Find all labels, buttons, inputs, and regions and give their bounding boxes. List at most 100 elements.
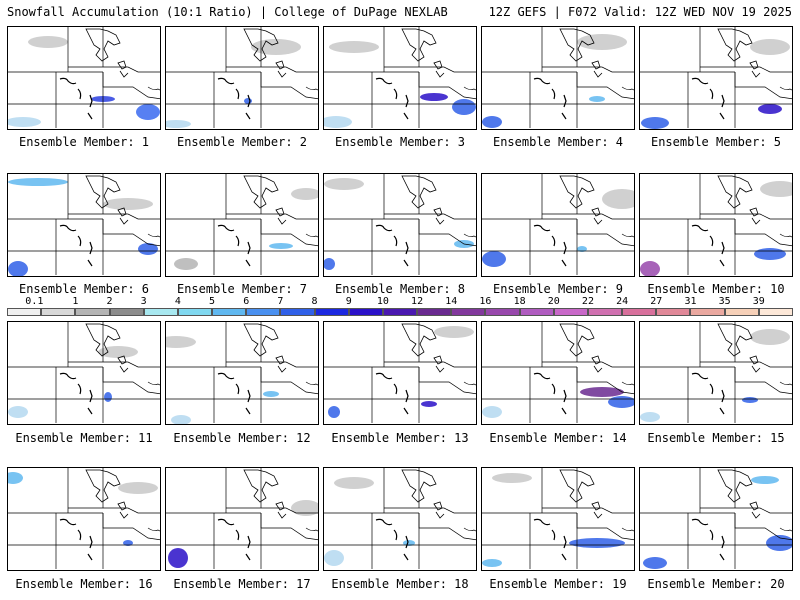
colorbar-tick-label: 20 xyxy=(547,296,560,307)
colorbar-swatch xyxy=(280,308,315,316)
map-panel-member-7 xyxy=(165,173,319,277)
ensemble-member-label: Ensemble Member: 2 xyxy=(176,135,308,149)
map-panel-member-2 xyxy=(165,26,319,130)
ensemble-member-label: Ensemble Member: 17 xyxy=(173,577,311,591)
chart-title: Snowfall Accumulation (10:1 Ratio) | Col… xyxy=(7,5,448,19)
colorbar-swatch xyxy=(553,308,588,316)
colorbar-swatch xyxy=(41,308,76,316)
snowfall-map xyxy=(482,27,634,128)
colorbar-swatch xyxy=(485,308,520,316)
map-panel-member-4 xyxy=(481,26,635,130)
colorbar-swatch xyxy=(417,308,452,316)
snowfall-map xyxy=(640,468,792,569)
map-panel-member-13 xyxy=(323,321,477,425)
run-valid-time: 12Z GEFS | F072 Valid: 12Z WED NOV 19 20… xyxy=(488,5,792,19)
snowfall-map xyxy=(324,174,476,275)
ensemble-member-label: Ensemble Member: 3 xyxy=(334,135,466,149)
colorbar-swatch xyxy=(75,308,110,316)
map-panel-member-20 xyxy=(639,467,793,571)
colorbar-swatch xyxy=(382,308,418,316)
snowfall-map xyxy=(166,27,318,128)
colorbar-swatch xyxy=(451,308,486,316)
snowfall-map xyxy=(482,174,634,275)
ensemble-member-label: Ensemble Member: 10 xyxy=(647,282,785,296)
map-panel-member-1 xyxy=(7,26,161,130)
ensemble-member-label: Ensemble Member: 8 xyxy=(334,282,466,296)
map-panel-member-14 xyxy=(481,321,635,425)
map-panel-member-8 xyxy=(323,173,477,277)
snowfall-map xyxy=(482,468,634,569)
snowfall-colorbar: 0.1 1 2 3 4 5 6 7 8 9 10 12 14 16 18 20 22 24 27 31 35 39 xyxy=(7,296,793,318)
map-panel-member-11 xyxy=(7,321,161,425)
ensemble-member-label: Ensemble Member: 19 xyxy=(489,577,627,591)
colorbar-swatch xyxy=(246,308,281,316)
map-panel-member-12 xyxy=(165,321,319,425)
colorbar-tick-label: 0.1 xyxy=(25,296,44,307)
ensemble-member-label: Ensemble Member: 12 xyxy=(173,431,311,445)
snowfall-map xyxy=(482,322,634,423)
colorbar-swatch xyxy=(758,308,793,316)
snowfall-map xyxy=(324,322,476,423)
map-panel-member-5 xyxy=(639,26,793,130)
colorbar-tick-label: 18 xyxy=(513,296,526,307)
map-panel-member-10 xyxy=(639,173,793,277)
map-panel-member-18 xyxy=(323,467,477,571)
snowfall-map xyxy=(8,27,160,128)
map-panel-member-9 xyxy=(481,173,635,277)
map-panel-member-6 xyxy=(7,173,161,277)
snowfall-map xyxy=(166,468,318,569)
colorbar-swatch xyxy=(587,308,623,316)
ensemble-member-label: Ensemble Member: 20 xyxy=(647,577,785,591)
colorbar-swatch xyxy=(690,308,725,316)
colorbar-swatch xyxy=(519,308,554,316)
snowfall-map xyxy=(8,174,160,276)
colorbar-tick-label: 6 xyxy=(243,296,250,307)
map-panel-member-15 xyxy=(639,321,793,425)
colorbar-tick-label: 3 xyxy=(140,296,147,307)
colorbar-tick-label: 35 xyxy=(718,296,731,307)
ensemble-member-label: Ensemble Member: 14 xyxy=(489,431,627,445)
colorbar-swatch xyxy=(212,308,247,316)
colorbar-tick-label: 7 xyxy=(277,296,284,307)
colorbar-tick-label: 24 xyxy=(616,296,629,307)
ensemble-member-label: Ensemble Member: 6 xyxy=(18,282,150,296)
snowfall-map xyxy=(166,322,318,424)
map-panel-member-3 xyxy=(323,26,477,130)
colorbar-swatch xyxy=(348,308,383,316)
colorbar-tick-label: 1 xyxy=(72,296,79,307)
ensemble-member-label: Ensemble Member: 1 xyxy=(18,135,150,149)
ensemble-member-label: Ensemble Member: 11 xyxy=(15,431,153,445)
colorbar-swatch xyxy=(177,308,213,316)
ensemble-member-label: Ensemble Member: 18 xyxy=(331,577,469,591)
colorbar-tick-label: 22 xyxy=(581,296,594,307)
snowfall-map xyxy=(640,322,792,423)
snowfall-map xyxy=(640,27,792,129)
snowfall-map xyxy=(640,174,792,276)
map-panel-member-17 xyxy=(165,467,319,571)
colorbar-swatch xyxy=(656,308,691,316)
snowfall-map xyxy=(166,174,318,275)
map-panel-member-19 xyxy=(481,467,635,571)
ensemble-member-label: Ensemble Member: 13 xyxy=(331,431,469,445)
colorbar-tick-label: 8 xyxy=(311,296,318,307)
colorbar-tick-label: 5 xyxy=(209,296,216,307)
colorbar-swatch xyxy=(622,308,657,316)
colorbar-tick-label: 9 xyxy=(345,296,352,307)
ensemble-member-label: Ensemble Member: 16 xyxy=(15,577,153,591)
colorbar-tick-label: 31 xyxy=(684,296,697,307)
colorbar-tick-label: 2 xyxy=(106,296,113,307)
colorbar-swatch xyxy=(109,308,144,316)
colorbar-tick-label: 12 xyxy=(411,296,424,307)
colorbar-tick-label: 4 xyxy=(174,296,181,307)
snowfall-map xyxy=(324,27,476,128)
colorbar-swatch xyxy=(143,308,178,316)
colorbar-tick-label: 16 xyxy=(479,296,492,307)
ensemble-member-label: Ensemble Member: 5 xyxy=(650,135,782,149)
ensemble-member-label: Ensemble Member: 9 xyxy=(492,282,624,296)
snowfall-map xyxy=(8,322,160,423)
colorbar-tick-label: 27 xyxy=(650,296,663,307)
colorbar-tick-label: 14 xyxy=(445,296,458,307)
colorbar-swatch xyxy=(724,308,759,316)
colorbar-tick-label: 10 xyxy=(376,296,389,307)
ensemble-member-label: Ensemble Member: 15 xyxy=(647,431,785,445)
